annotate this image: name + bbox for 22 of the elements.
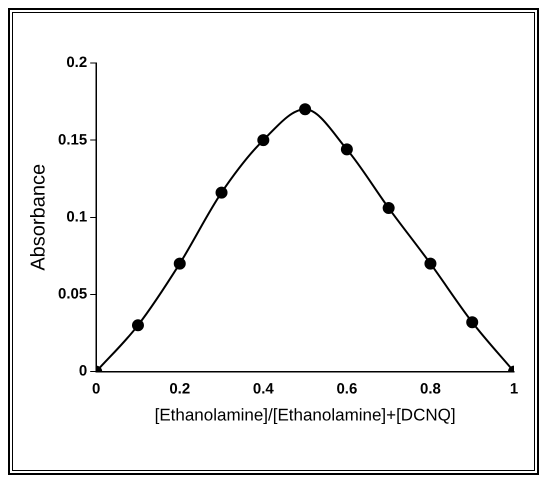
point [466, 316, 478, 328]
point [299, 103, 312, 116]
x-tick-label: 0.4 [252, 380, 274, 398]
x-tick-label: 0.2 [169, 380, 190, 398]
point [382, 202, 395, 214]
x-tick-label: 0.6 [336, 380, 358, 398]
point [257, 134, 270, 146]
y-axis-title: Absorbance [28, 164, 50, 271]
x-tick-label: 0 [92, 380, 100, 398]
point [174, 258, 186, 270]
point [132, 319, 144, 332]
x-tick-label: 0.8 [420, 380, 441, 398]
y-tick-label: 0.05 [58, 286, 88, 303]
y-tick-label: 0 [78, 362, 88, 380]
point [340, 143, 353, 156]
y-tick-label: 0.1 [66, 208, 88, 226]
x-axis-title: [Ethanolamine]/[Ethanolamine]+[DCNQ] [154, 405, 456, 424]
point [424, 258, 436, 270]
y-tick-label: 0.15 [58, 131, 88, 148]
point [216, 186, 228, 199]
x-tick-label: 1 [510, 380, 518, 398]
y-tick-label: 0.2 [66, 54, 88, 72]
